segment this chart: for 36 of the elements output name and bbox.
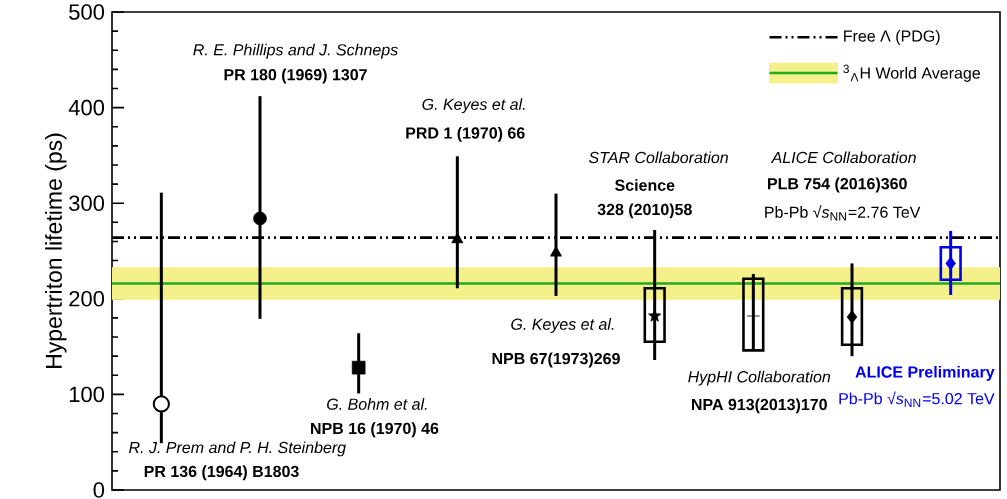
point bbox=[945, 256, 956, 271]
annotation: PR 180 (1969) 1307 bbox=[224, 68, 367, 84]
point bbox=[846, 310, 858, 324]
annotation: PRD 1 (1970) 66 bbox=[406, 126, 525, 142]
y-tick-label: 300 bbox=[69, 195, 105, 211]
y-tick-label: 0 bbox=[93, 482, 105, 498]
y-tick-label: 400 bbox=[68, 99, 105, 116]
annotation: PLB 754 (2016)360 bbox=[768, 177, 907, 193]
annotation: G. Keyes et al. bbox=[422, 98, 525, 114]
annotation: Pb-Pb √s$_{NN}$=5.02 TeV bbox=[839, 391, 995, 407]
legend-label: 3$_{Λ}$H World Average bbox=[843, 64, 981, 82]
annotation: ALICE Preliminary bbox=[855, 365, 995, 381]
y-tick-label: 200 bbox=[69, 291, 105, 307]
annotation: ALICE Collaboration bbox=[770, 151, 916, 164]
annotation: R. J. Prem and P. H. Steinberg bbox=[129, 441, 346, 457]
point bbox=[351, 360, 366, 375]
bar bbox=[742, 277, 765, 352]
annotation: NPB 16 (1970) 46 bbox=[311, 422, 439, 438]
annotation: G. Keyes et al. bbox=[511, 318, 614, 334]
annotation: G. Bohm et al. bbox=[327, 398, 427, 410]
annotation: PR 136 (1964) B1803 bbox=[144, 465, 299, 481]
annotation: HypHI Collaboration bbox=[688, 370, 831, 386]
annotation: NPB 67(1973)269 bbox=[492, 352, 620, 368]
point bbox=[648, 309, 662, 322]
y-tick-label: 100 bbox=[69, 386, 105, 403]
y-axis-title: Hypertriton lifetime (ps) bbox=[45, 133, 67, 368]
point bbox=[550, 246, 562, 257]
legend-label: Free Λ (PDG) bbox=[844, 29, 940, 45]
annotation: Science bbox=[615, 179, 675, 191]
y-tick-label: 500 bbox=[69, 4, 105, 20]
annotation: STAR Collaboration bbox=[588, 151, 728, 164]
point bbox=[253, 211, 267, 226]
annotation: R. E. Phillips and J. Schneps bbox=[193, 43, 398, 59]
annotation: Pb-Pb √s$_{NN}$=2.76 TeV bbox=[765, 205, 921, 221]
annotation: NPA 913(2013)170 bbox=[691, 398, 827, 414]
annotation: 328 (2010)58 bbox=[597, 203, 692, 219]
